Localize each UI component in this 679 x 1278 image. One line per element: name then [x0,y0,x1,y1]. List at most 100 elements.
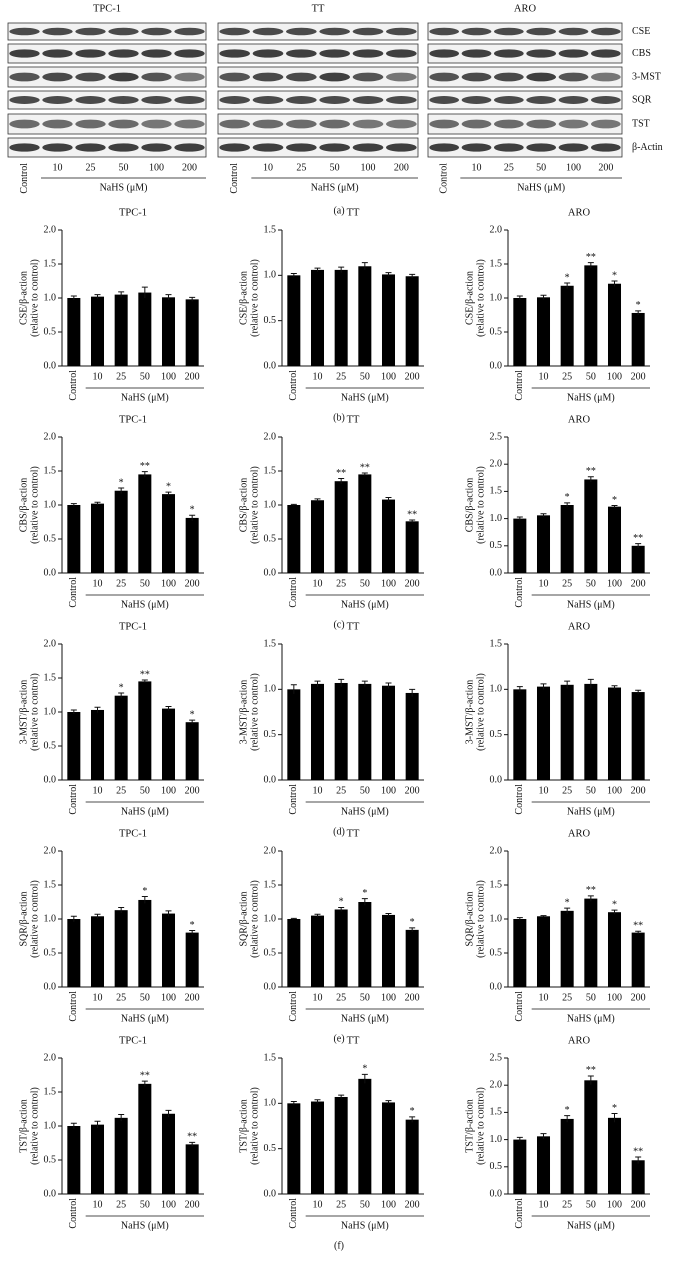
bar [90,1124,105,1194]
error-bar [516,1136,523,1142]
y-axis-label: (relative to control) [249,1087,260,1165]
error-bar [409,688,416,697]
error-bar [540,1133,547,1140]
y-tick-label: 1.5 [44,258,57,269]
bar [631,545,645,573]
blot-band [526,96,557,104]
y-tick-label: 0.5 [264,947,277,958]
lane-label: 10 [263,162,273,173]
significance-mark: ** [633,921,643,932]
bar [607,1117,622,1194]
significance-mark: ** [140,461,150,472]
bar [310,915,325,987]
bar-chart: ARO 0.0 0.5 1.0 1.5 2.0 SQR/β-action (relative … [464,828,650,1024]
x-tick-label: 25 [116,1199,126,1210]
bar [381,499,396,573]
blot-frame [217,22,419,41]
blot-band [386,72,417,82]
chart-title: TT [347,1035,360,1046]
y-tick-label: 2.0 [490,224,503,235]
bar [185,932,199,987]
panel-caption: (a) [333,205,344,216]
error-bar [118,692,125,699]
lane-label: 200 [182,162,197,173]
blot-band [461,72,492,82]
bar [287,919,301,987]
error-bar [611,280,618,287]
error-bar [118,1113,125,1122]
error-bar [70,709,77,715]
x-tick-label: 100 [607,371,622,382]
y-axis-label: CBS/β-action [464,478,475,533]
y-tick-label: 1.5 [490,258,503,269]
significance-mark: * [119,477,124,488]
bar [161,297,176,366]
y-tick-label: 0.0 [490,360,503,371]
y-tick-label: 1.0 [490,684,503,695]
y-axis-label: 3-MST/β-action [238,680,249,745]
y-tick-label: 2.0 [264,431,277,442]
blot-band [461,27,492,36]
x-tick-label: 200 [631,371,646,382]
error-bar [290,917,297,920]
chart-title: ARO [568,621,591,632]
blot-band [526,143,557,152]
blot-band [9,72,40,82]
blot-row-label: CBS [632,48,651,59]
x-axis-label: NaHS (μM) [567,1013,615,1024]
blot-row-label: TST [632,118,650,129]
blot-band [75,96,106,104]
lane-label: 25 [86,162,96,173]
blot-band [590,96,621,104]
x-tick-label: 50 [140,1199,150,1210]
x-tick-label: 25 [116,371,126,382]
x-tick-label: 25 [116,785,126,796]
y-tick-label: 0.5 [264,729,277,740]
x-tick-label: 100 [161,992,176,1003]
blot-band [141,119,172,129]
y-tick-label: 0.0 [264,567,277,578]
error-bar [70,915,77,922]
y-tick-label: 0.0 [44,981,57,992]
x-tick-label: 25 [562,1199,572,1210]
bar [90,709,105,780]
error-bar [290,1101,297,1106]
x-tick-label: 100 [161,785,176,796]
blot-band [319,119,350,129]
blot-band [461,119,492,129]
blot-band [429,27,460,36]
lane-label: 200 [394,162,409,173]
error-bar [635,543,642,548]
blot-band [108,96,139,104]
bar [358,683,372,780]
blot-band [286,49,317,58]
error-bar [361,472,368,476]
y-tick-label: 1.5 [490,1107,503,1118]
bar-chart: ARO 0.0 0.5 1.0 1.5 2.0 2.5 TST/β-action (relati… [464,1035,650,1231]
error-bar [385,682,392,689]
y-axis-label: (relative to control) [249,466,260,544]
blot-band [558,96,589,104]
bar [560,505,574,573]
bar [114,695,128,780]
error-bar [338,678,345,687]
y-tick-label: 0.5 [264,1143,277,1154]
y-tick-label: 1.0 [490,1134,503,1145]
x-tick-label: 10 [539,578,549,589]
error-bar [338,477,345,484]
y-tick-label: 1.0 [490,292,503,303]
chart-title: TPC-1 [119,1035,147,1046]
bar [161,494,176,573]
bar [138,292,152,366]
blot-band [9,49,40,58]
blot-band [558,49,589,58]
y-tick-label: 1.0 [490,913,503,924]
significance-mark: ** [187,1132,197,1143]
error-bar [361,898,368,906]
bar [584,1080,598,1194]
bar [334,682,348,780]
error-bar [94,294,101,299]
chart-title: ARO [568,207,591,218]
blot-band [319,27,350,36]
blot-band [461,96,492,104]
